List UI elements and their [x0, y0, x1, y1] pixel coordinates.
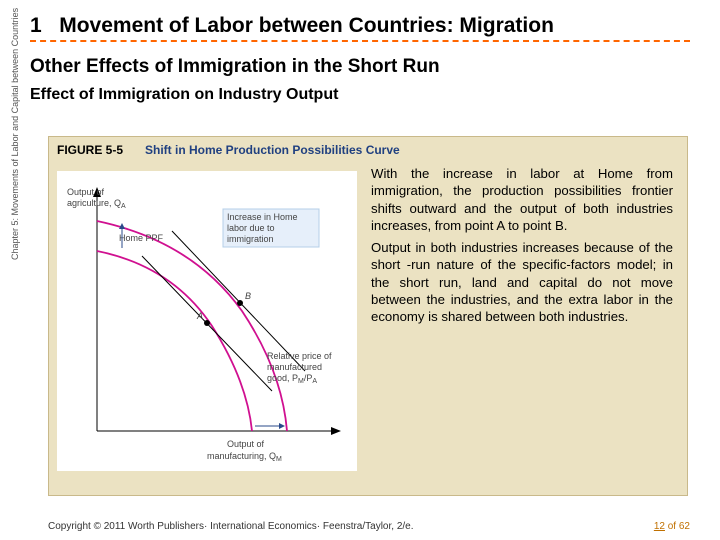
figure-box: FIGURE 5-5 Shift in Home Production Poss…	[48, 136, 688, 496]
priceline-label-3: good, PM/PA	[267, 373, 317, 385]
x-axis-label-1: Output of	[227, 439, 265, 449]
priceline-label-2: manufactured	[267, 362, 322, 372]
page-total: 62	[679, 521, 690, 532]
copyright-text: Copyright © 2011 Worth Publishers· Inter…	[48, 521, 414, 532]
x-axis-arrow-icon	[331, 427, 341, 435]
figure-text: With the increase in labor at Home from …	[357, 163, 687, 495]
point-b-label: B	[245, 291, 251, 301]
priceline-label-1: Relative price of	[267, 351, 332, 361]
sub-sub-title: Effect of Immigration on Industry Output	[30, 86, 690, 104]
figure-header: FIGURE 5-5 Shift in Home Production Poss…	[49, 137, 687, 163]
annot-1: Increase in Home	[227, 212, 298, 222]
annot-3: immigration	[227, 234, 274, 244]
footer: Copyright © 2011 Worth Publishers· Inter…	[48, 521, 690, 532]
ppf-chart: A B Output of agriculture, QA Output of …	[57, 171, 357, 471]
point-b-dot	[237, 300, 243, 306]
page-number: 12 of 62	[654, 521, 690, 532]
shift-arrow-2-head-icon	[279, 423, 285, 429]
page-of: of	[668, 521, 676, 532]
point-a-label: A	[196, 311, 203, 321]
section-title: 1 Movement of Labor between Countries: M…	[30, 14, 690, 42]
figure-caption: Shift in Home Production Possibilities C…	[139, 143, 687, 157]
annot-2: labor due to	[227, 223, 275, 233]
ppf-curve-a	[97, 251, 252, 431]
figure-body: A B Output of agriculture, QA Output of …	[49, 163, 687, 495]
figure-para-1: With the increase in labor at Home from …	[371, 165, 673, 235]
section-number: 1	[30, 14, 42, 37]
chart-container: A B Output of agriculture, QA Output of …	[57, 171, 357, 471]
page-current: 12	[654, 521, 665, 532]
x-axis-label-2: manufacturing, QM	[207, 451, 282, 463]
figure-label: FIGURE 5-5	[49, 143, 139, 157]
figure-para-2: Output in both industries increases beca…	[371, 239, 673, 326]
slide-root: 1 Movement of Labor between Countries: M…	[0, 0, 720, 540]
sub-title: Other Effects of Immigration in the Shor…	[30, 56, 690, 78]
chapter-sidebar: Chapter 5: Movements of Labor and Capita…	[10, 8, 20, 260]
y-axis-label-1: Output of	[67, 187, 105, 197]
section-title-text: Movement of Labor between Countries: Mig…	[59, 14, 554, 37]
point-a-dot	[204, 320, 210, 326]
ppf-label: Home PPF	[119, 233, 164, 243]
